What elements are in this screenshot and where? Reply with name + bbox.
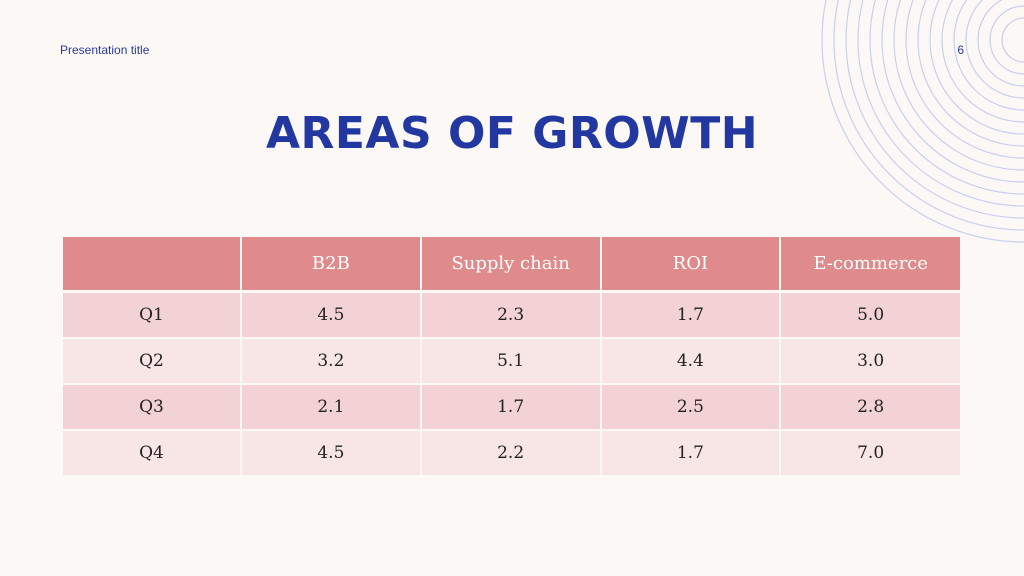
column-header-supply-chain: Supply chain bbox=[420, 237, 602, 293]
table-cell: 2.3 bbox=[420, 291, 602, 339]
presentation-title: Presentation title bbox=[60, 43, 150, 57]
table-cell: 1.7 bbox=[600, 430, 782, 477]
table-cell: 2.2 bbox=[420, 430, 602, 477]
table-row: Q4 4.5 2.2 1.7 7.0 bbox=[63, 430, 960, 477]
table-cell: 1.7 bbox=[600, 291, 782, 339]
growth-table: B2B Supply chain ROI E-commerce Q1 4.5 2… bbox=[63, 237, 960, 477]
table-cell: 7.0 bbox=[780, 430, 960, 477]
table-cell: 1.7 bbox=[420, 384, 602, 431]
table-header-row: B2B Supply chain ROI E-commerce bbox=[63, 237, 960, 293]
table-cell: 2.8 bbox=[780, 384, 960, 431]
table-cell: 5.0 bbox=[780, 291, 960, 339]
column-header-empty bbox=[63, 237, 242, 293]
table-cell: 3.0 bbox=[780, 338, 960, 385]
column-header-b2b: B2B bbox=[241, 237, 422, 293]
column-header-roi: ROI bbox=[600, 237, 782, 293]
column-header-e-commerce: E-commerce bbox=[780, 237, 960, 293]
table-cell: 2.1 bbox=[241, 384, 422, 431]
row-label: Q3 bbox=[63, 384, 242, 431]
row-label: Q4 bbox=[63, 430, 242, 477]
table-cell: 4.4 bbox=[600, 338, 782, 385]
row-label: Q1 bbox=[63, 291, 242, 339]
table-cell: 5.1 bbox=[420, 338, 602, 385]
table-row: Q1 4.5 2.3 1.7 5.0 bbox=[63, 291, 960, 339]
row-label: Q2 bbox=[63, 338, 242, 385]
table-cell: 3.2 bbox=[241, 338, 422, 385]
page-number: 6 bbox=[957, 43, 964, 57]
table-row: Q3 2.1 1.7 2.5 2.8 bbox=[63, 384, 960, 431]
slide-title: AREAS OF GROWTH bbox=[265, 108, 759, 159]
table-cell: 4.5 bbox=[241, 430, 422, 477]
table-cell: 4.5 bbox=[241, 291, 422, 339]
table-cell: 2.5 bbox=[600, 384, 782, 431]
table-row: Q2 3.2 5.1 4.4 3.0 bbox=[63, 338, 960, 385]
